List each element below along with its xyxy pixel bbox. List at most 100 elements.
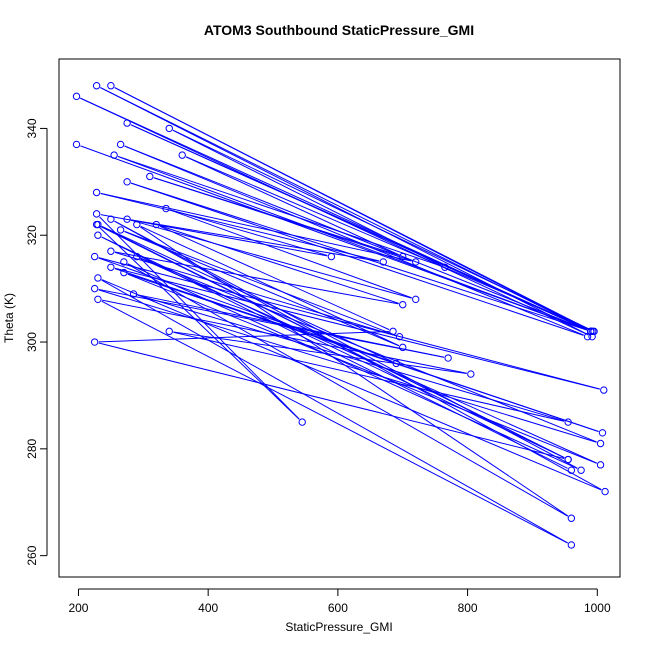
series-segment bbox=[114, 251, 399, 305]
series-segment bbox=[98, 342, 565, 459]
data-point bbox=[467, 370, 475, 378]
data-point bbox=[395, 332, 404, 341]
data-point bbox=[441, 263, 449, 271]
y-tick-label: 280 bbox=[25, 439, 39, 459]
x-tick-label: 200 bbox=[68, 601, 88, 615]
data-point bbox=[564, 455, 572, 464]
x-axis: 200 400 600 800 1000 bbox=[68, 588, 611, 615]
y-axis-label: Theta (K) bbox=[2, 293, 16, 343]
data-point bbox=[90, 338, 99, 346]
series-segment bbox=[137, 294, 445, 358]
data-point bbox=[162, 204, 170, 213]
y-tick-label: 260 bbox=[25, 545, 39, 565]
x-tick-label: 1000 bbox=[584, 601, 611, 615]
series-segment bbox=[131, 219, 412, 299]
data-point bbox=[379, 258, 387, 266]
series-segment bbox=[159, 225, 390, 331]
data-point bbox=[598, 429, 607, 437]
series-segment bbox=[117, 156, 588, 331]
data-point bbox=[567, 466, 576, 474]
data-point bbox=[564, 418, 572, 426]
series-segment bbox=[140, 225, 400, 347]
data-point bbox=[178, 151, 186, 159]
series-segment bbox=[160, 225, 399, 304]
series-segment bbox=[80, 145, 588, 331]
series-segment bbox=[124, 145, 588, 331]
data-point bbox=[120, 268, 128, 277]
data-point bbox=[583, 332, 592, 341]
plot-frame bbox=[58, 58, 621, 578]
data-point bbox=[90, 252, 99, 261]
data-point bbox=[596, 461, 605, 469]
series-segment bbox=[98, 289, 597, 443]
series-segment bbox=[127, 263, 568, 517]
data-point bbox=[116, 226, 125, 234]
series-segment bbox=[117, 155, 442, 267]
series-segment bbox=[101, 299, 467, 374]
series-segment bbox=[124, 145, 584, 336]
series-segment bbox=[114, 251, 396, 336]
series-segment bbox=[127, 263, 578, 469]
data-point bbox=[116, 140, 125, 149]
y-axis: 260 280 300 320 340 bbox=[25, 118, 48, 566]
data-point bbox=[412, 295, 420, 304]
data-point bbox=[399, 252, 407, 261]
series-segment bbox=[100, 193, 380, 262]
series-segment bbox=[124, 231, 400, 347]
data-point bbox=[412, 258, 420, 266]
data-point bbox=[567, 514, 576, 522]
data-point bbox=[94, 295, 102, 304]
data-point bbox=[120, 258, 128, 266]
series-segment bbox=[100, 192, 412, 262]
y-tick-label: 340 bbox=[25, 118, 39, 138]
data-point bbox=[123, 119, 131, 127]
series-segment bbox=[114, 87, 590, 330]
series-segment bbox=[99, 227, 300, 420]
y-tick-label: 320 bbox=[25, 225, 39, 245]
series-segment bbox=[99, 216, 300, 420]
series-segment bbox=[173, 331, 565, 422]
data-point bbox=[399, 300, 407, 309]
series-segment bbox=[140, 226, 569, 517]
data-point bbox=[600, 386, 608, 394]
data-point bbox=[298, 418, 306, 426]
data-point bbox=[92, 82, 101, 90]
data-point bbox=[94, 274, 102, 282]
data-point bbox=[129, 290, 138, 298]
data-point bbox=[133, 220, 141, 229]
series-segment bbox=[127, 273, 597, 464]
data-point bbox=[123, 178, 131, 186]
data-point bbox=[92, 188, 101, 197]
series-segment bbox=[185, 156, 400, 256]
series-segment bbox=[153, 177, 412, 262]
data-point bbox=[133, 252, 141, 261]
data-point bbox=[90, 284, 99, 293]
data-point bbox=[107, 82, 115, 90]
x-axis-label: StaticPressure_GMI bbox=[285, 620, 392, 634]
data-point bbox=[392, 359, 400, 368]
data-point bbox=[152, 220, 160, 229]
data-point bbox=[123, 215, 131, 223]
data-point bbox=[72, 140, 81, 149]
plot-area bbox=[72, 82, 609, 549]
data-point bbox=[590, 327, 598, 336]
series-segment bbox=[101, 279, 568, 544]
data-point bbox=[107, 263, 115, 271]
data-point bbox=[94, 231, 102, 239]
series-segment bbox=[185, 156, 591, 331]
data-point bbox=[107, 247, 115, 255]
series-segment bbox=[98, 257, 600, 390]
data-point bbox=[110, 151, 118, 159]
series-segment bbox=[101, 236, 565, 459]
y-tick-label: 300 bbox=[25, 332, 39, 352]
series-segment bbox=[169, 209, 328, 256]
data-point bbox=[587, 327, 595, 336]
data-point bbox=[92, 210, 101, 218]
data-point bbox=[596, 439, 605, 448]
data-point bbox=[107, 215, 115, 223]
series-segment bbox=[172, 129, 442, 266]
x-tick-label: 600 bbox=[328, 601, 348, 615]
data-point bbox=[577, 466, 585, 474]
